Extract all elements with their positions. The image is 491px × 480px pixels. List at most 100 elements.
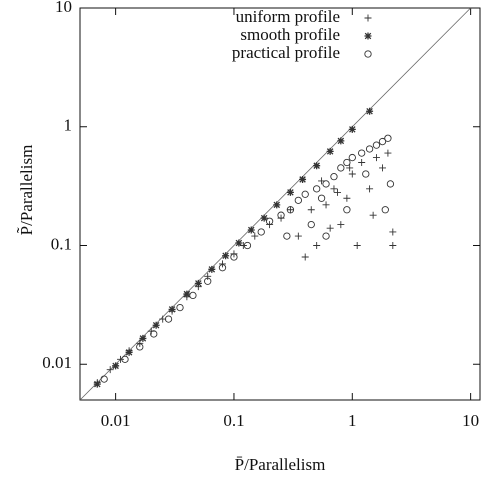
point bbox=[150, 330, 158, 338]
x-axis-label: P̄/Parallelism bbox=[235, 455, 326, 474]
point bbox=[326, 147, 334, 155]
point bbox=[307, 206, 315, 214]
point bbox=[183, 290, 191, 298]
point bbox=[235, 239, 243, 247]
point bbox=[277, 211, 285, 219]
point bbox=[358, 149, 366, 157]
point bbox=[389, 242, 397, 250]
point bbox=[334, 188, 342, 196]
point bbox=[117, 355, 125, 363]
point bbox=[93, 380, 101, 388]
point bbox=[307, 220, 315, 229]
point bbox=[337, 221, 345, 229]
x-tick-label: 10 bbox=[462, 411, 479, 430]
point bbox=[194, 279, 202, 287]
y-axis-label: P̃/Parallelism bbox=[17, 145, 36, 236]
point bbox=[168, 305, 176, 313]
point bbox=[100, 375, 108, 383]
legend-label: smooth profile bbox=[240, 25, 340, 44]
point bbox=[384, 134, 392, 142]
y-tick-label: 1 bbox=[64, 116, 73, 135]
point bbox=[294, 232, 302, 240]
x-tick-label: 1 bbox=[348, 411, 357, 430]
legend-marker bbox=[364, 50, 372, 58]
point bbox=[322, 180, 330, 188]
point bbox=[378, 137, 387, 146]
point bbox=[343, 206, 351, 214]
point bbox=[273, 201, 281, 209]
point bbox=[348, 170, 356, 178]
point bbox=[176, 303, 184, 312]
point bbox=[251, 232, 259, 240]
point bbox=[208, 265, 216, 273]
point bbox=[343, 194, 351, 202]
legend-label: practical profile bbox=[232, 43, 340, 62]
y-tick-label: 0.1 bbox=[51, 234, 72, 253]
point bbox=[218, 264, 227, 272]
point bbox=[386, 180, 395, 188]
legend-marker bbox=[364, 14, 372, 22]
point bbox=[337, 137, 345, 145]
point bbox=[322, 232, 330, 240]
point bbox=[152, 321, 160, 329]
point bbox=[372, 141, 381, 149]
point bbox=[260, 214, 268, 222]
legend-label: uniform profile bbox=[236, 7, 340, 26]
point bbox=[384, 149, 392, 157]
y-tick-label: 10 bbox=[55, 0, 72, 16]
point bbox=[353, 242, 361, 250]
point bbox=[247, 226, 255, 234]
point bbox=[139, 334, 147, 342]
point bbox=[348, 153, 356, 162]
point bbox=[366, 185, 374, 193]
point bbox=[136, 343, 144, 351]
point bbox=[218, 260, 226, 268]
point bbox=[313, 185, 321, 193]
point bbox=[348, 125, 356, 133]
point bbox=[164, 315, 173, 323]
point bbox=[326, 224, 334, 232]
point bbox=[369, 211, 377, 219]
point bbox=[230, 253, 238, 261]
y-tick-label: 0.01 bbox=[42, 353, 72, 372]
point bbox=[294, 196, 302, 205]
point bbox=[121, 355, 129, 363]
point bbox=[301, 190, 309, 198]
point bbox=[346, 164, 354, 172]
point bbox=[379, 164, 387, 172]
point bbox=[372, 154, 380, 162]
point bbox=[204, 272, 212, 280]
point bbox=[243, 241, 252, 250]
point bbox=[313, 242, 321, 250]
point bbox=[318, 177, 326, 185]
point bbox=[265, 217, 274, 225]
point bbox=[189, 291, 197, 300]
point bbox=[343, 158, 351, 167]
point bbox=[365, 145, 374, 153]
point bbox=[322, 201, 330, 209]
point bbox=[330, 185, 338, 193]
point bbox=[362, 170, 370, 178]
point bbox=[257, 228, 265, 236]
point bbox=[286, 206, 295, 214]
point bbox=[313, 162, 321, 170]
point bbox=[337, 164, 345, 172]
point bbox=[299, 175, 307, 183]
point bbox=[366, 107, 374, 115]
point bbox=[286, 206, 294, 214]
x-tick-label: 0.1 bbox=[223, 411, 244, 430]
point bbox=[204, 277, 212, 285]
point bbox=[358, 158, 366, 166]
point bbox=[330, 173, 338, 181]
legend-marker bbox=[364, 32, 372, 40]
point bbox=[317, 194, 326, 202]
x-tick-label: 0.01 bbox=[101, 411, 131, 430]
point bbox=[106, 366, 114, 374]
point bbox=[283, 232, 291, 240]
point bbox=[301, 253, 309, 261]
point bbox=[112, 362, 120, 370]
plot-frame bbox=[79, 7, 481, 401]
point bbox=[125, 348, 133, 356]
point bbox=[381, 206, 389, 214]
